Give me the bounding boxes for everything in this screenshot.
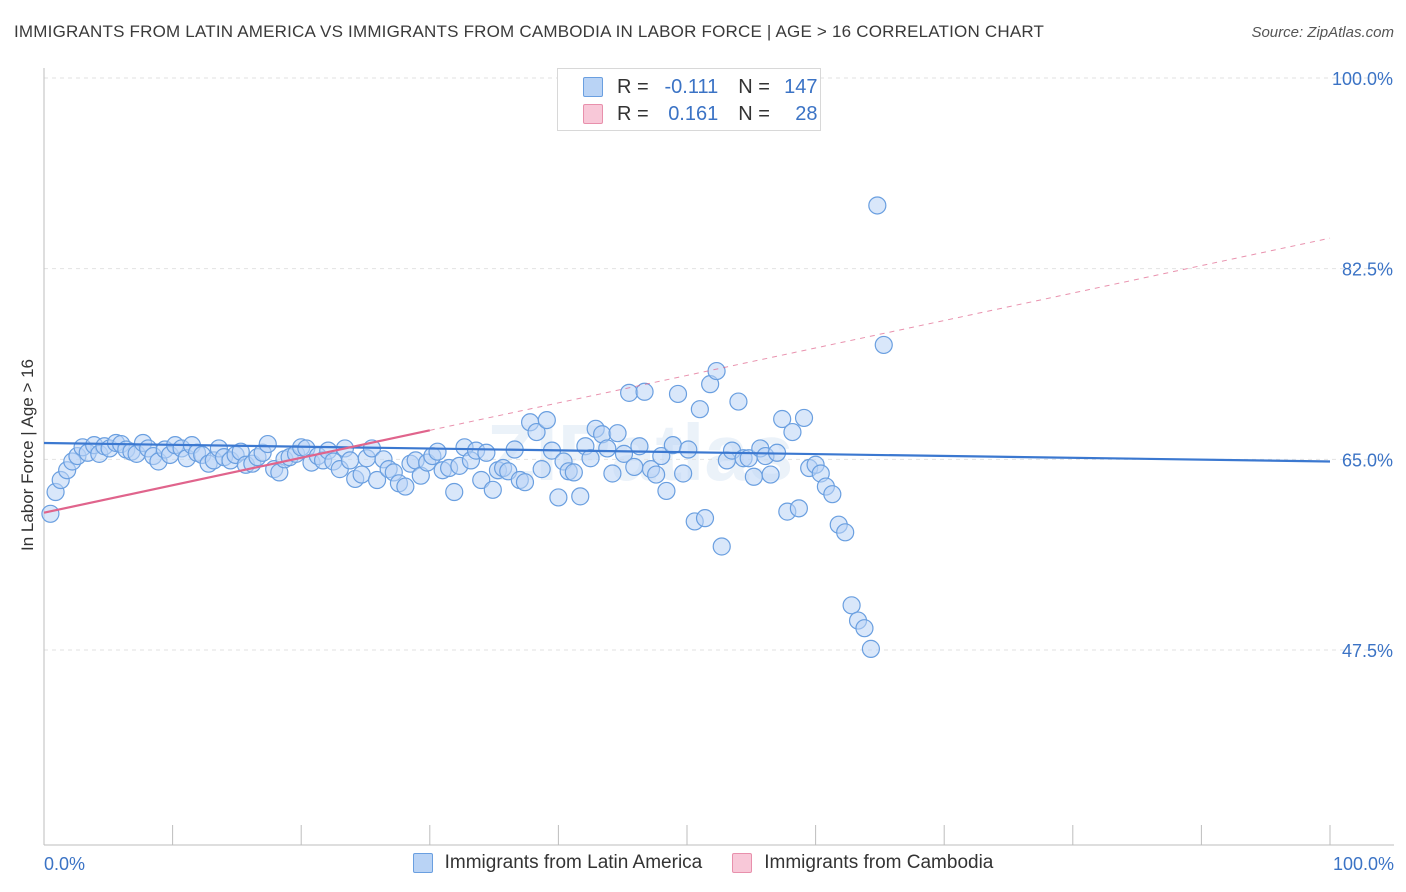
x-tick-label-left: 0.0%	[44, 854, 85, 874]
data-point-latin-america	[712, 537, 731, 556]
data-point-latin-america	[620, 383, 639, 402]
y-tick-label: 47.5%	[1342, 641, 1393, 661]
y-tick-label: 100.0%	[1332, 69, 1393, 89]
data-point-latin-america	[41, 504, 60, 523]
series-legend: Immigrants from Latin America Immigrants…	[0, 852, 1406, 874]
data-point-latin-america	[549, 488, 568, 507]
trend-lines	[43, 237, 1331, 514]
legend-n-value: 147	[784, 75, 818, 98]
data-point-latin-america	[532, 460, 551, 479]
data-point-latin-america	[445, 482, 464, 502]
data-point-latin-america	[258, 434, 277, 454]
data-point-latin-america	[668, 384, 688, 404]
trend-line-cambodia-extension	[429, 237, 1331, 431]
legend-label: Immigrants from Cambodia	[764, 852, 994, 873]
data-point-latin-america	[581, 449, 600, 468]
trend-line-cambodia	[43, 429, 431, 514]
data-point-latin-america	[783, 422, 802, 442]
data-point-latin-america	[836, 523, 855, 542]
axes	[43, 68, 1394, 846]
data-point-latin-america	[352, 465, 371, 484]
data-point-latin-america	[729, 392, 748, 411]
chart-title: IMMIGRANTS FROM LATIN AMERICA VS IMMIGRA…	[14, 22, 1045, 41]
legend-n-value: 28	[795, 102, 818, 125]
data-point-latin-america	[868, 196, 887, 215]
data-point-latin-america	[527, 422, 546, 442]
data-point-latin-america	[367, 470, 387, 490]
data-point-latin-america	[635, 382, 654, 401]
data-point-latin-america	[657, 481, 676, 501]
data-point-latin-america	[515, 473, 535, 492]
data-point-latin-america	[679, 440, 698, 459]
data-point-latin-america	[483, 480, 502, 499]
legend-item-latin-america[interactable]: Immigrants from Latin America	[412, 852, 703, 874]
data-point-latin-america	[761, 465, 780, 484]
stats-legend: R = -0.111 N = 147 R = 0.161 N = 28	[557, 68, 821, 131]
data-point-latin-america	[855, 619, 874, 638]
data-point-latin-america	[823, 485, 842, 504]
legend-r-value: 0.161	[668, 102, 719, 125]
data-point-latin-america	[695, 509, 715, 528]
data-point-latin-america	[647, 465, 666, 484]
data-point-latin-america	[537, 410, 556, 430]
data-point-latin-america	[874, 335, 893, 355]
legend-r-value: -0.111	[664, 75, 719, 98]
data-point-latin-america	[571, 487, 590, 506]
data-point-latin-america	[861, 639, 880, 658]
legend-swatch-pink	[583, 104, 603, 124]
data-point-latin-america	[428, 442, 447, 461]
data-point-latin-america	[842, 596, 861, 615]
data-point-latin-america	[773, 409, 792, 429]
legend-item-cambodia[interactable]: Immigrants from Cambodia	[732, 852, 993, 874]
trend-line-latin-america	[43, 441, 1331, 463]
data-point-latin-america	[608, 424, 627, 443]
data-point-latin-america	[340, 451, 360, 470]
y-tick-label: 65.0%	[1342, 450, 1393, 470]
data-point-latin-america	[707, 361, 726, 381]
data-point-latin-america	[794, 408, 814, 428]
legend-row-latin-america: R = -0.111 N = 147	[583, 74, 818, 100]
data-point-latin-america	[614, 444, 634, 463]
legend-n-label: N =	[738, 75, 770, 98]
legend-r-label: R =	[617, 75, 649, 98]
legend-swatch-blue	[583, 77, 603, 97]
source-label: Source: ZipAtlas.com	[1251, 24, 1394, 41]
legend-row-cambodia: R = 0.161 N = 28	[583, 101, 818, 127]
legend-swatch-blue	[412, 853, 433, 873]
x-tick-label-right: 100.0%	[1333, 854, 1394, 874]
data-point-latin-america	[744, 467, 763, 486]
legend-r-label: R =	[617, 102, 649, 125]
data-point-latin-america	[674, 464, 693, 483]
data-point-latin-america	[396, 477, 415, 496]
series-latin-america-points	[41, 196, 893, 658]
data-point-latin-america	[477, 443, 496, 462]
legend-swatch-pink	[732, 853, 753, 873]
y-tick-labels: 100.0% 82.5% 65.0% 47.5%	[1332, 69, 1393, 661]
data-point-latin-america	[789, 499, 808, 518]
y-tick-label: 82.5%	[1342, 260, 1393, 280]
legend-n-label: N =	[738, 102, 770, 125]
data-point-latin-america	[625, 457, 644, 477]
data-point-latin-america	[690, 400, 709, 419]
data-point-latin-america	[598, 439, 617, 458]
legend-label: Immigrants from Latin America	[444, 852, 703, 873]
data-point-latin-america	[603, 464, 622, 483]
data-point-latin-america	[472, 470, 491, 490]
data-point-latin-america	[564, 463, 583, 482]
